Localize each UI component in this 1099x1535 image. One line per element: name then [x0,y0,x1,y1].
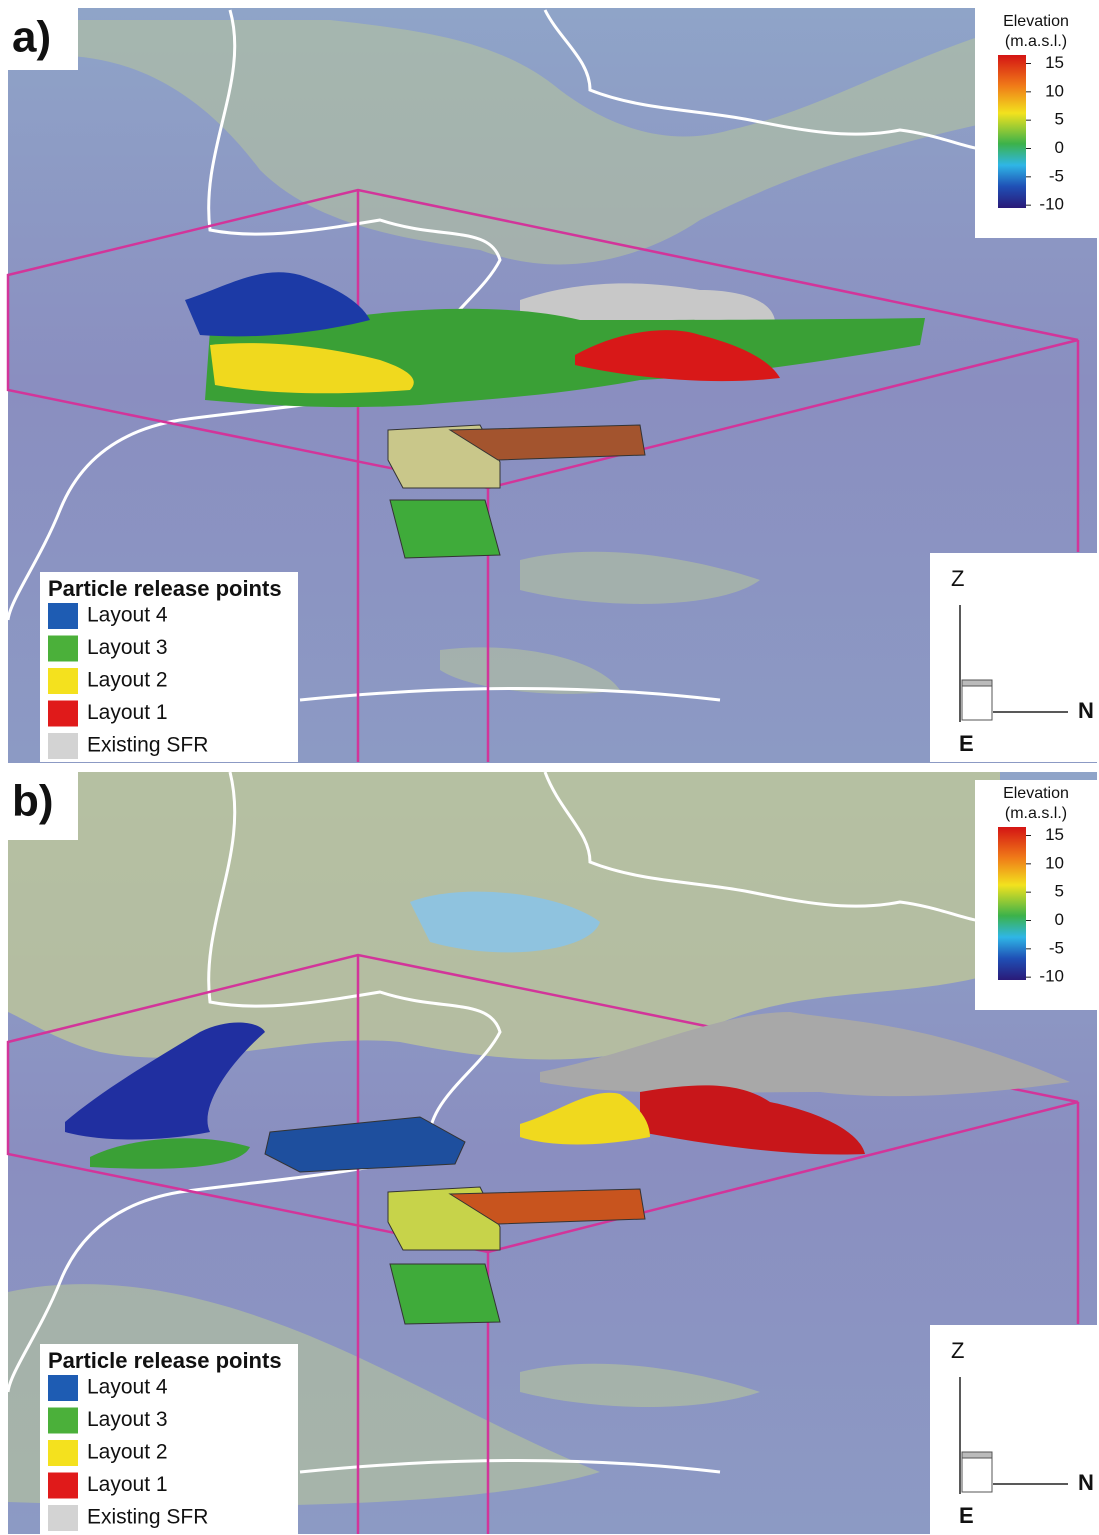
legend-swatch [48,1505,78,1531]
legend-swatch [48,1473,78,1499]
colorbar-tick-label: -5 [1049,166,1064,185]
colorbar [998,827,1026,980]
axis-block-top [962,1452,992,1458]
axis-block [962,684,992,720]
axis-n-label: N [1078,698,1094,723]
panel-label: b) [12,777,54,826]
axis-z-label: Z [951,566,964,591]
legend-label: Layout 1 [87,701,168,724]
legend-swatch [48,668,78,694]
panel: a) Elevation (m.a.s.l.) 15 10 5 0 -5 -10 Particle… [0,0,1099,765]
colorbar-tick-label: 0 [1055,910,1064,929]
repository-block [390,1264,500,1324]
axis-n-label: N [1078,1470,1094,1495]
legend-swatch [48,603,78,629]
colorbar-tick-label: 5 [1055,882,1064,901]
legend-label: Layout 2 [87,1441,168,1464]
legend-label: Existing SFR [87,1506,208,1529]
legend-swatch [48,1408,78,1434]
colorbar-tick-label: -5 [1049,938,1064,957]
legend-label: Layout 4 [87,1376,168,1399]
colorbar-tick-label: 15 [1045,825,1064,844]
legend-swatch [48,701,78,727]
axis-block-top [962,680,992,686]
colorbar-title: Elevation [1003,785,1069,802]
legend-label: Layout 2 [87,669,168,692]
colorbar-title: (m.a.s.l.) [1005,805,1067,822]
axis-e-label: E [959,1503,974,1528]
legend-label: Existing SFR [87,734,208,757]
legend-swatch [48,1440,78,1466]
page: a) Elevation (m.a.s.l.) 15 10 5 0 -5 -10 Particle… [0,0,1099,1535]
panel-label: a) [12,13,51,62]
colorbar-tick-label: 10 [1045,853,1064,872]
colorbar-title: Elevation [1003,13,1069,30]
legend-swatch [48,636,78,662]
legend-label: Layout 3 [87,636,168,659]
axis-block [962,1456,992,1492]
colorbar-tick-label: 15 [1045,53,1064,72]
legend-label: Layout 4 [87,604,168,627]
legend-label: Layout 3 [87,1408,168,1431]
colorbar-tick-label: -10 [1039,195,1064,214]
colorbar [998,55,1026,208]
colorbar-tick-label: 5 [1055,110,1064,129]
colorbar-tick-label: 0 [1055,138,1064,157]
repository-block [390,500,500,558]
legend-swatch [48,733,78,759]
axis-e-label: E [959,731,974,756]
axis-z-label: Z [951,1338,964,1363]
colorbar-title: (m.a.s.l.) [1005,33,1067,50]
legend-label: Layout 1 [87,1473,168,1496]
colorbar-tick-label: -10 [1039,967,1064,986]
legend-title: Particle release points [48,1348,282,1373]
colorbar-tick-label: 10 [1045,81,1064,100]
legend-title: Particle release points [48,576,282,601]
legend-swatch [48,1375,78,1401]
panel: b) Elevation (m.a.s.l.) 15 10 5 0 -5 -10 Particle… [0,772,1099,1535]
